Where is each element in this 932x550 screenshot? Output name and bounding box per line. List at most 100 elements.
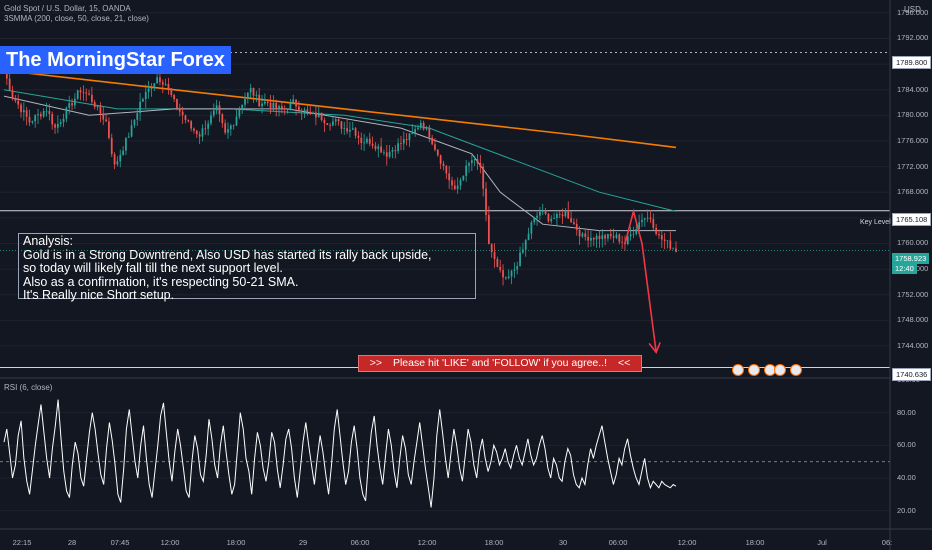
candle-body <box>343 128 346 129</box>
candle-body <box>144 91 147 99</box>
candle-body <box>303 109 306 112</box>
price-tick-label: 1780.000 <box>897 110 929 120</box>
avatar[interactable] <box>748 364 760 376</box>
candle-body <box>227 129 229 133</box>
candle-body <box>56 123 59 128</box>
sma-line-sma50 <box>3 89 677 212</box>
candle-body <box>122 150 124 155</box>
candle-body <box>164 83 167 85</box>
candle-body <box>323 120 326 124</box>
candle-body <box>473 159 476 161</box>
candle-body <box>658 234 660 236</box>
candle-body <box>207 123 210 129</box>
candle-body <box>578 229 581 237</box>
candle-body <box>334 119 337 122</box>
time-tick-label: 07:45 <box>110 538 130 547</box>
candle-body <box>618 234 621 242</box>
candle-body <box>130 125 133 137</box>
candle-body <box>176 99 178 109</box>
candle-body <box>377 146 380 150</box>
candle-body <box>150 88 153 90</box>
price-tick-label: 1748.000 <box>897 315 929 325</box>
candle-body <box>354 128 357 136</box>
candle-body <box>553 218 555 219</box>
price-tick-label: 1744.000 <box>897 340 929 350</box>
candle-body <box>482 166 485 189</box>
candle-body <box>178 108 181 112</box>
candle-body <box>102 113 105 120</box>
candle-body <box>609 233 612 237</box>
candle-body <box>513 269 516 271</box>
candle-body <box>663 239 666 241</box>
idea-avatars[interactable] <box>732 364 804 378</box>
candle-body <box>195 130 198 135</box>
time-tick-label: 29 <box>298 538 308 547</box>
candle-body <box>241 104 244 111</box>
candle-body <box>451 180 453 186</box>
candle-body <box>527 233 530 241</box>
analysis-box: Analysis: Gold is in a Strong Downtrend,… <box>18 233 476 302</box>
avatar[interactable] <box>732 364 744 376</box>
candle-body <box>272 103 275 108</box>
time-tick-label: 18:00 <box>745 538 765 547</box>
candle-body <box>468 163 470 166</box>
candle-body <box>229 125 232 130</box>
candle-body <box>453 185 456 190</box>
candle-body <box>184 115 187 121</box>
candle-body <box>357 135 360 138</box>
candle-body <box>485 188 487 215</box>
candle-body <box>283 108 286 110</box>
candle-body <box>573 222 575 225</box>
analysis-line: Gold is in a Strong Downtrend, Also USD … <box>23 247 432 262</box>
candle-body <box>224 123 227 133</box>
candle-body <box>139 101 141 114</box>
candle-body <box>414 129 417 133</box>
candle-body <box>487 214 490 245</box>
analysis-line: It's Really nice Short setup. <box>23 288 175 302</box>
candle-body <box>25 110 28 117</box>
cta-text: Please hit 'LIKE' and 'FOLLOW' if you ag… <box>392 357 608 369</box>
candle-body <box>295 99 297 107</box>
candle-body <box>351 128 354 130</box>
time-tick-label: 06: <box>881 538 893 547</box>
candle-body <box>119 154 122 162</box>
candle-body <box>159 77 161 83</box>
time-tick-label: 22:15 <box>12 538 32 547</box>
candle-body <box>385 152 388 157</box>
candle-body <box>275 103 278 110</box>
candle-body <box>22 110 25 113</box>
candle-body <box>587 236 589 241</box>
candle-body <box>204 128 207 130</box>
indicator-legend: 3SMMA (200, close, 50, close, 21, close) <box>4 14 149 23</box>
candle-body <box>20 104 22 113</box>
candle-body <box>315 112 317 118</box>
candle-body <box>502 270 504 278</box>
candle-body <box>643 218 646 220</box>
candle-body <box>575 224 578 230</box>
candle-body <box>439 155 442 164</box>
candle-body <box>51 113 54 125</box>
candle-body <box>167 83 170 89</box>
candle-body <box>499 266 502 271</box>
candle-body <box>187 120 190 122</box>
candle-body <box>82 92 85 93</box>
candle-body <box>113 154 116 165</box>
candle-body <box>212 110 215 116</box>
moving-averages <box>3 69 677 232</box>
candle-body <box>431 137 434 145</box>
candle-body <box>349 129 351 132</box>
candle-body <box>31 121 34 123</box>
avatar[interactable] <box>790 364 802 376</box>
candle-body <box>317 112 320 118</box>
avatar[interactable] <box>774 364 786 376</box>
candle-body <box>269 102 272 108</box>
candle-body <box>507 276 510 279</box>
candle-body <box>190 121 193 129</box>
time-tick-label: 30 <box>558 538 568 547</box>
price-tick-label: 1752.000 <box>897 289 929 299</box>
candle-body <box>340 121 343 129</box>
candle-body <box>547 213 550 222</box>
analysis-line: so today will likely fall till the next … <box>23 261 283 275</box>
